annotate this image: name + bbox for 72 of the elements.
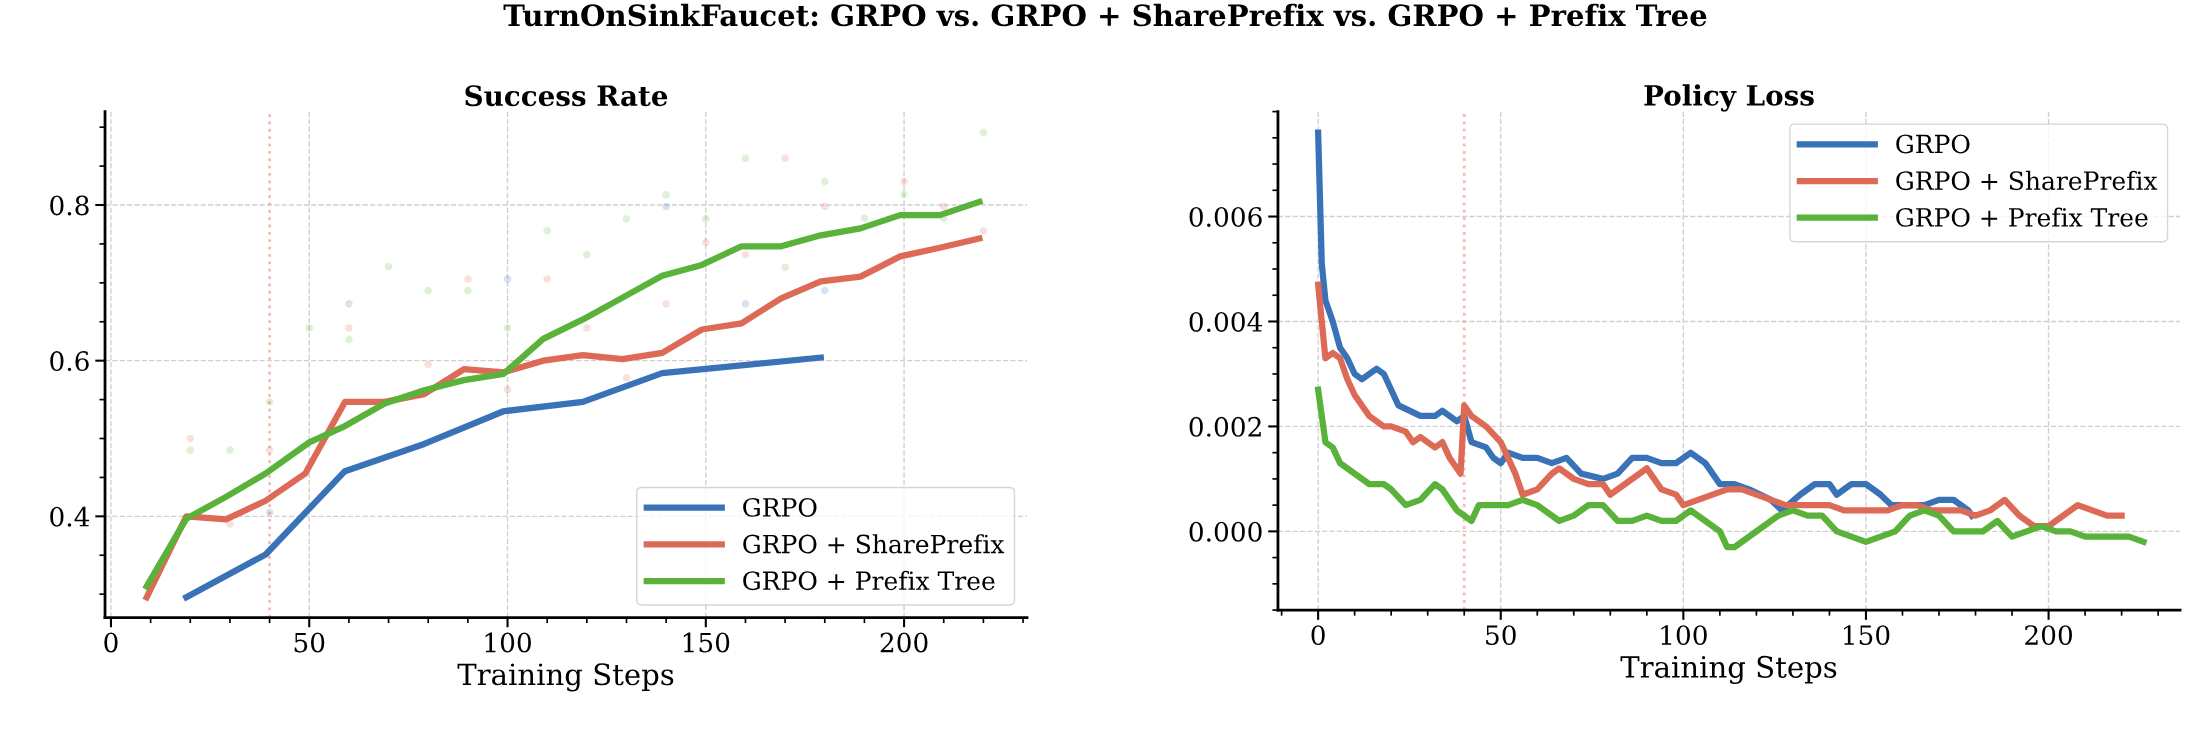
legend-label: GRPO + SharePrefix (743, 534, 1005, 554)
point (860, 214, 869, 223)
point (543, 275, 551, 283)
text: TurnOnSinkFaucet: GRPO vs. GRPO + SharePrefix vs. GRPO + Prefix Tree (503, 3, 1707, 27)
point (979, 226, 988, 235)
point (781, 154, 789, 163)
point (662, 300, 670, 308)
point (583, 251, 591, 259)
point (345, 335, 353, 344)
point (820, 177, 829, 186)
y-tick-label: 0.6 (50, 351, 89, 372)
point (265, 446, 274, 454)
point (305, 324, 314, 332)
x-axis-title: Training Steps (1620, 655, 1837, 684)
y-tick-label: 0.002 (1189, 416, 1261, 437)
x-tick-label: 150 (683, 632, 730, 653)
y-tick-label: 0.004 (1189, 311, 1263, 332)
point (503, 324, 512, 332)
x-tick-label: 0 (1311, 625, 1325, 646)
x-tick-label: 100 (1661, 625, 1707, 646)
point (900, 177, 908, 186)
y-tick-label: 0.006 (1189, 206, 1262, 227)
point (662, 191, 670, 199)
point (464, 286, 472, 295)
legend-label: GRPO + SharePrefix (1896, 170, 2158, 191)
y-tick-label: 0.4 (50, 506, 90, 527)
point (543, 226, 551, 235)
point (741, 251, 750, 259)
point (186, 434, 195, 443)
point (265, 508, 274, 517)
point (939, 202, 948, 211)
point (622, 373, 631, 382)
point (226, 446, 234, 454)
point (345, 324, 353, 332)
x-axis-title: Training Steps (457, 663, 674, 692)
legend-label: GRPO (1896, 134, 1970, 154)
point (781, 263, 789, 272)
legend-label: GRPO (743, 497, 817, 517)
x-tick-label: 100 (485, 632, 531, 653)
point (583, 324, 591, 332)
point (820, 286, 829, 295)
x-tick-label: 0 (104, 632, 118, 653)
point (741, 154, 750, 163)
point (820, 202, 829, 211)
point (226, 520, 234, 528)
point (503, 275, 512, 283)
point (265, 398, 274, 406)
x-tick-label: 200 (2025, 625, 2072, 646)
y-tick-label: 0.000 (1189, 521, 1262, 542)
x-tick-label: 150 (1843, 625, 1890, 646)
point (345, 300, 353, 308)
chart-title: Success Rate (465, 85, 668, 107)
x-tick-label: 50 (294, 632, 325, 653)
y-tick-label: 0.8 (50, 195, 89, 216)
point (702, 238, 710, 247)
point (741, 300, 750, 308)
point (186, 446, 195, 454)
point (662, 202, 670, 211)
point (979, 128, 988, 137)
point (384, 262, 393, 271)
point (622, 215, 631, 223)
chart-title: Policy Loss (1644, 84, 1814, 112)
legend-label: GRPO + Prefix Tree (743, 570, 995, 591)
point (464, 275, 472, 283)
point (424, 286, 433, 295)
x-tick-label: 200 (880, 632, 928, 653)
legend-label: GRPO + Prefix Tree (1896, 207, 2148, 227)
point (900, 190, 908, 198)
x-tick-label: 50 (1486, 625, 1516, 646)
point (702, 215, 710, 223)
point (424, 360, 433, 369)
point (503, 385, 512, 394)
